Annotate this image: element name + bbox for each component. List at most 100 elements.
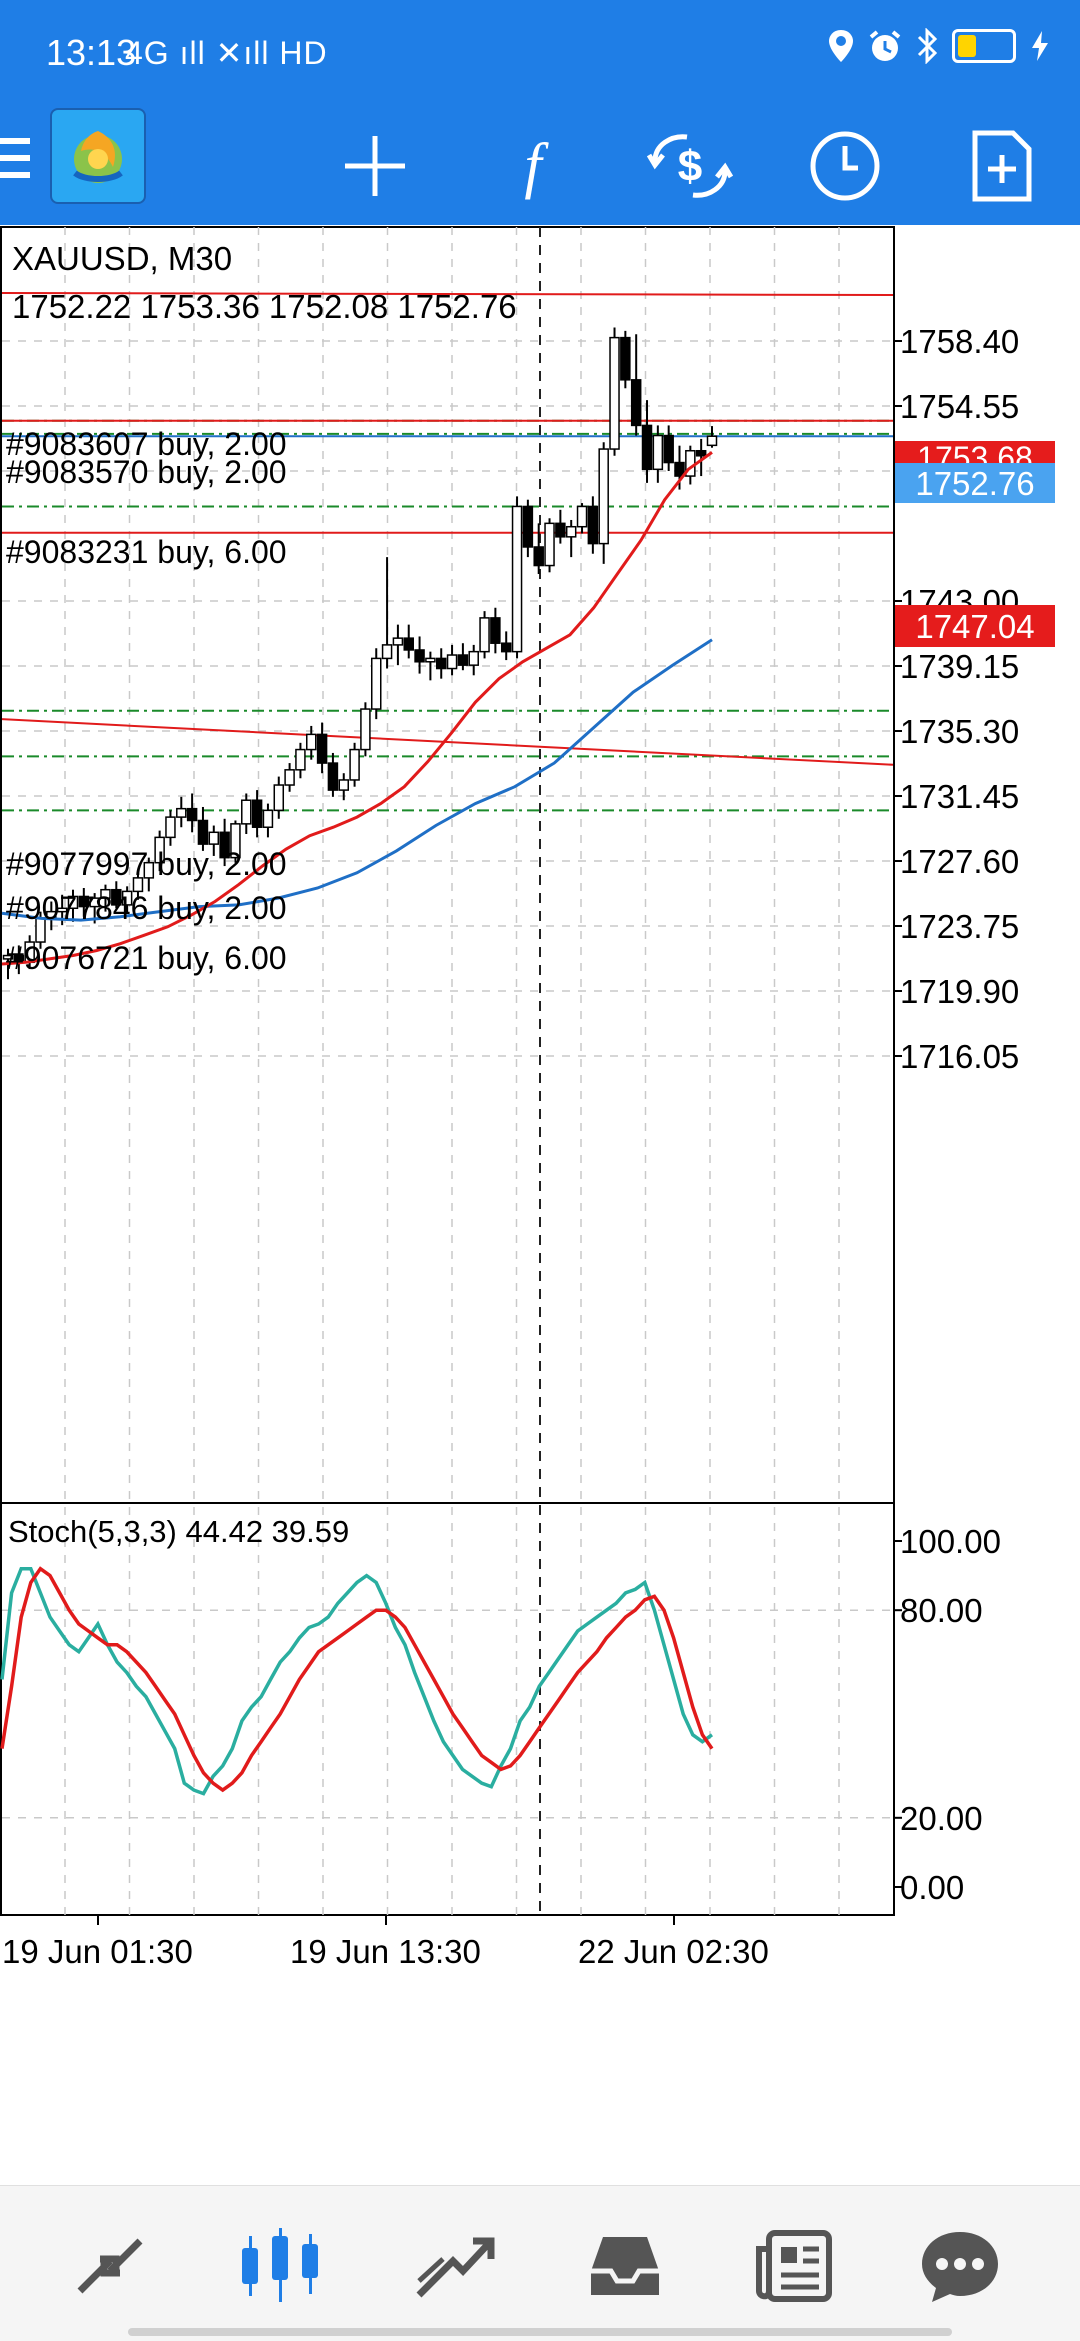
- order-label: #9083231 buy, 6.00: [6, 534, 287, 570]
- alarm-icon: [869, 30, 901, 61]
- candle-body: [295, 748, 306, 771]
- timeframe-icon[interactable]: [795, 116, 895, 216]
- candle-body: [262, 809, 274, 828]
- candle-body: [511, 505, 523, 653]
- candle-body: [208, 831, 220, 845]
- candle-body: [674, 461, 685, 477]
- candle-body: [609, 336, 620, 450]
- menu-icon[interactable]: [0, 138, 30, 189]
- candle-body: [370, 657, 382, 710]
- candle-body: [381, 644, 393, 660]
- metatrader-logo-icon: [73, 131, 123, 183]
- candle-body: [620, 336, 631, 381]
- status-time: 13:13: [46, 32, 137, 73]
- price-axis: 1758.401754.551750.701743.001739.151735.…: [894, 323, 1019, 1906]
- stoch-tick-label: 80.00: [900, 1592, 983, 1629]
- candle-body: [143, 861, 155, 879]
- quotes-icon[interactable]: [55, 2216, 165, 2316]
- candle-body: [533, 546, 544, 567]
- order-label: #9077846 buy, 2.00: [6, 890, 287, 926]
- app-logo[interactable]: [50, 108, 146, 204]
- candles-layer: [2, 327, 718, 980]
- candle-body: [251, 799, 263, 828]
- candle-body: [522, 505, 534, 548]
- candle-body: [587, 505, 599, 545]
- candle-body: [100, 888, 111, 899]
- candle-body: [446, 654, 458, 670]
- order-label: #9077997 buy, 2.00: [6, 846, 287, 882]
- candle-body: [652, 434, 664, 471]
- price-tick-label: 1716.05: [900, 1038, 1019, 1075]
- news-icon[interactable]: [740, 2216, 850, 2316]
- candle-body: [2, 954, 14, 960]
- ohlc-label: 1752.22 1753.36 1752.08 1752.76: [12, 288, 517, 325]
- stoch-label: Stoch(5,3,3) 44.42 39.59: [8, 1514, 349, 1549]
- candle-body: [154, 836, 165, 864]
- candle-body: [273, 784, 285, 812]
- price-tick-label: 1735.30: [900, 713, 1019, 750]
- price-chart[interactable]: 1758.401754.551750.701743.001739.151735.…: [0, 225, 1080, 2175]
- trend-line: [1, 718, 894, 766]
- candle-body: [414, 649, 425, 663]
- red-price-tag-label: 1747.04: [915, 608, 1034, 645]
- bottom-navigation: [0, 2185, 1080, 2341]
- candle-body: [706, 435, 718, 447]
- chart-area[interactable]: 1758.401754.551750.701743.001739.151735.…: [0, 225, 1080, 2175]
- indicators-label: f: [524, 131, 542, 200]
- trade-icon[interactable]: $: [640, 116, 740, 216]
- grid-lines: [2, 227, 893, 1915]
- candle-body: [219, 831, 230, 859]
- symbol-label: XAUUSD, M30: [12, 240, 232, 277]
- app-toolbar: f $: [0, 108, 1080, 223]
- history-icon[interactable]: [570, 2216, 680, 2316]
- candle-body: [544, 522, 555, 567]
- candle-body: [186, 807, 198, 822]
- chat-icon[interactable]: [905, 2216, 1015, 2316]
- candle-body: [435, 657, 447, 670]
- candle-body: [360, 708, 371, 751]
- home-indicator: [128, 2328, 952, 2336]
- candle-body: [327, 762, 339, 791]
- candle-body: [641, 424, 653, 471]
- stoch-tick-label: 100.00: [900, 1523, 1001, 1560]
- candle-body: [121, 890, 133, 906]
- candle-body: [457, 654, 469, 666]
- candle-body: [316, 733, 328, 764]
- candle-body: [56, 907, 68, 913]
- candle-body: [500, 642, 512, 653]
- candle-body: [67, 895, 79, 910]
- crosshair-icon[interactable]: [325, 116, 425, 216]
- order-label: #9076721 buy, 6.00: [6, 940, 287, 976]
- candle-body: [663, 434, 674, 464]
- candle-body: [111, 888, 122, 906]
- time-tick-label: 22 Jun 02:30: [578, 1933, 769, 1970]
- candle-body: [132, 877, 144, 893]
- candle-body: [392, 637, 404, 646]
- stoch-tick-label: 0.00: [900, 1869, 964, 1906]
- candle-body: [468, 650, 479, 666]
- price-tick-label: 1739.15: [900, 648, 1019, 685]
- battery-icon: [952, 29, 1016, 63]
- candle-body: [349, 748, 360, 781]
- price-tick-label: 1719.90: [900, 973, 1019, 1010]
- candle-body: [306, 733, 317, 751]
- stochastic-layer: [0, 1566, 714, 1796]
- candle-body: [176, 807, 187, 818]
- price-tick-label: 1758.40: [900, 323, 1019, 360]
- candle-body: [695, 449, 707, 457]
- candle-body: [479, 617, 490, 653]
- candle-body: [576, 505, 588, 528]
- chart-icon[interactable]: [225, 2216, 335, 2316]
- ma-slow-line: [1, 638, 713, 922]
- candle-body: [630, 379, 642, 427]
- red-price-tag: [895, 605, 1055, 647]
- new-order-icon[interactable]: [952, 116, 1052, 216]
- price-tick-label: 1723.75: [900, 908, 1019, 945]
- stoch-signal-line: [0, 1566, 714, 1793]
- current-price-tag: [895, 463, 1055, 503]
- indicators-icon[interactable]: f: [483, 116, 583, 216]
- trade-icon[interactable]: [400, 2216, 510, 2316]
- top-bar: 13:13 4G ıll ✕ıll HD f $: [0, 0, 1080, 225]
- price-tick-label: 1731.45: [900, 778, 1019, 815]
- time-tick-label: 19 Jun 01:30: [2, 1933, 193, 1970]
